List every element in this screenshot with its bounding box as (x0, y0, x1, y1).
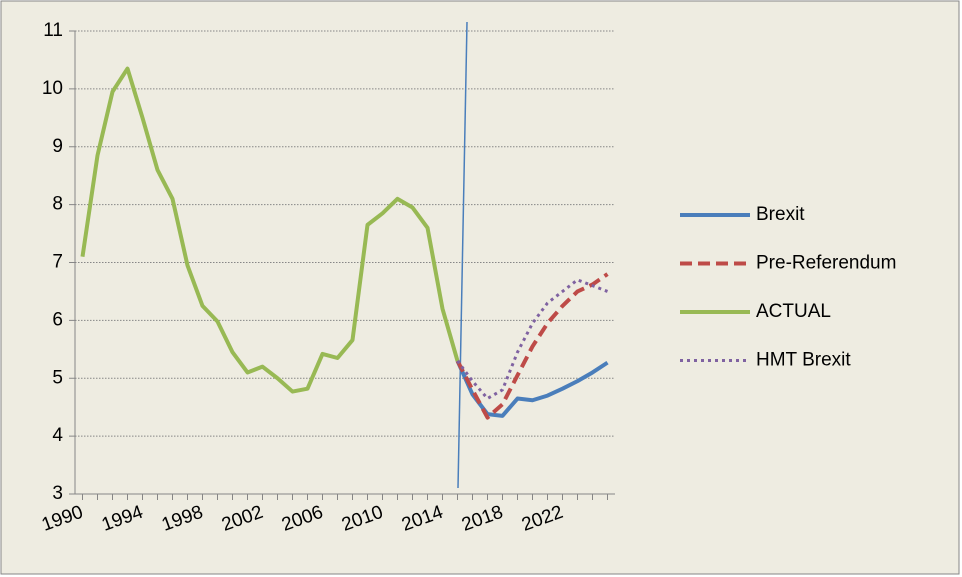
series-line (80, 66, 460, 394)
legend-label: ACTUAL (756, 301, 831, 322)
y-tick-label: 11 (43, 20, 63, 41)
y-tick-label: 7 (52, 252, 63, 273)
referendum-marker (457, 21, 468, 489)
series-line (455, 360, 609, 418)
legend-label: HMT Brexit (756, 350, 851, 371)
y-tick-label: 9 (52, 136, 63, 157)
series-line (455, 272, 609, 420)
legend-label: Brexit (756, 204, 805, 225)
legend-label: Pre-Referendum (756, 253, 896, 274)
y-tick-label: 6 (52, 309, 63, 330)
y-tick-label: 8 (52, 194, 63, 215)
y-tick-label: 4 (52, 425, 63, 446)
y-tick-label: 10 (42, 78, 63, 99)
y-tick-label: 3 (52, 483, 63, 504)
y-tick-label: 5 (52, 367, 63, 388)
